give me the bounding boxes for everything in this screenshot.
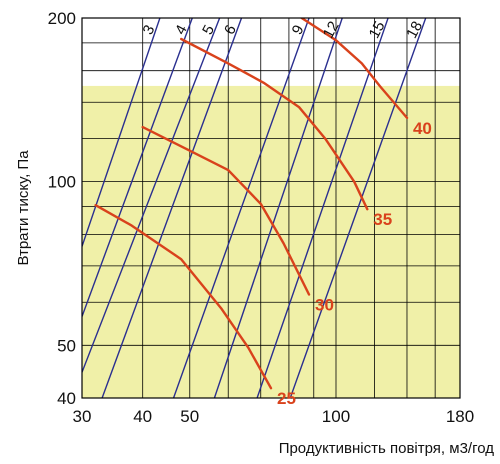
x-tick-label: 50	[180, 407, 199, 426]
diagonal-line-6	[101, 18, 243, 398]
diagonal-label-18: 18	[403, 19, 426, 42]
curve-label-40: 40	[413, 119, 432, 138]
diagonal-line-3	[82, 18, 161, 247]
curve-30	[141, 125, 311, 296]
diagonal-line-5	[82, 18, 221, 373]
x-axis-title: Продуктивність повітря, м3/год	[279, 440, 495, 457]
diagonal-line-4	[82, 18, 193, 317]
plot-background	[82, 18, 460, 398]
curve-label-35: 35	[373, 210, 392, 229]
plot-frame	[81, 17, 461, 399]
diagonal-label-15: 15	[366, 19, 389, 42]
y-tick-label: 40	[57, 389, 76, 408]
diagonal-line-12	[213, 18, 343, 398]
curve-35	[180, 37, 369, 211]
shaded-band	[82, 85, 460, 398]
curve-40	[300, 18, 409, 120]
x-tick-label: 40	[133, 407, 152, 426]
plot-border	[81, 17, 461, 399]
y-tick-label: 100	[48, 173, 76, 192]
grid	[81, 17, 461, 399]
diagonal-line-15	[256, 18, 389, 398]
x-tick-label: 30	[73, 407, 92, 426]
x-tick-label: 100	[322, 407, 350, 426]
curves	[94, 18, 409, 390]
diagonal-lines	[82, 18, 427, 398]
diagonal-label-12: 12	[320, 19, 343, 42]
y-tick-label: 50	[57, 336, 76, 355]
curve-25	[94, 204, 273, 390]
curve-label-30: 30	[315, 296, 334, 315]
diagonal-line-9	[172, 18, 310, 398]
y-tick-label: 200	[48, 9, 76, 28]
curve-label-25: 25	[277, 389, 296, 408]
y-axis-title: Втрати тиску, Па	[15, 150, 32, 266]
diagonal-line-18	[289, 18, 427, 398]
x-tick-label: 180	[446, 407, 474, 426]
